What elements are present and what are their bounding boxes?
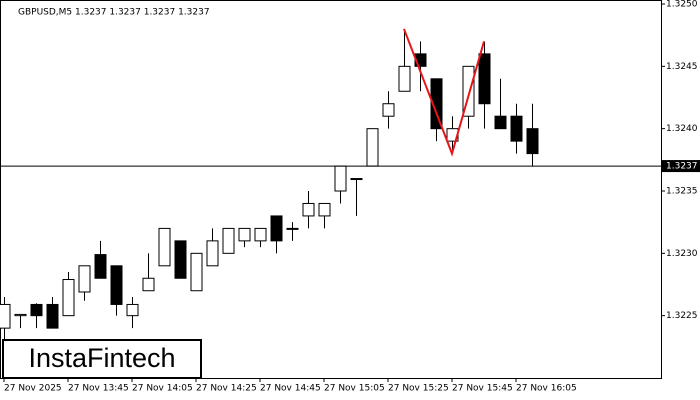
candle-body	[238, 227, 251, 242]
candle-body	[478, 53, 491, 105]
x-tick-label: 27 Nov 13:45	[68, 384, 129, 394]
price-label: 1.3237	[666, 162, 698, 172]
pattern-line	[403, 28, 485, 157]
y-tick-label: 1.3235	[666, 187, 698, 197]
plot-frame	[0, 0, 662, 379]
candle-body	[430, 78, 443, 130]
candle-body	[142, 277, 155, 292]
candle-body	[270, 215, 283, 242]
candle-body	[302, 202, 315, 217]
candle-body	[62, 279, 75, 317]
candle-body	[158, 227, 171, 267]
candle-body	[382, 103, 395, 117]
y-tick-label: 1.3250	[666, 0, 698, 10]
candle-body	[94, 254, 107, 279]
x-tick-label: 27 Nov 14:05	[132, 384, 193, 394]
candle-body	[398, 65, 411, 92]
candle-body	[318, 202, 331, 217]
candle-body	[78, 265, 91, 293]
candle-body	[334, 165, 347, 192]
candle-body	[126, 303, 139, 317]
price-label-box	[662, 160, 700, 173]
candle-body	[366, 128, 379, 167]
candle-body	[206, 240, 219, 267]
x-tick-label: 27 Nov 15:45	[452, 384, 513, 394]
candle-body	[510, 115, 523, 142]
candle-body	[222, 227, 235, 254]
candle-body	[526, 128, 539, 155]
x-tick-label: 27 Nov 14:25	[196, 384, 257, 394]
chart-title: GBPUSD,M5 1.3237 1.3237 1.3237 1.3237	[18, 8, 210, 18]
candle-body	[350, 178, 363, 181]
y-tick-label: 1.3230	[666, 249, 698, 259]
candle-body	[14, 313, 27, 317]
candle-body	[254, 227, 267, 242]
x-tick-label: 27 Nov 15:25	[388, 384, 449, 394]
y-tick-label: 1.3245	[666, 62, 698, 72]
x-tick-label: 27 Nov 15:05	[324, 384, 385, 394]
logo: InstaFintech	[28, 343, 175, 373]
candle-body	[110, 265, 123, 305]
candle-body	[0, 303, 11, 329]
y-tick-label: 1.3225	[666, 311, 698, 321]
candle-body	[190, 252, 203, 292]
x-tick-label: 27 Nov 16:05	[516, 384, 577, 394]
candle-body	[286, 227, 299, 230]
x-tick-label: 27 Nov 2025	[4, 384, 62, 394]
y-tick-label: 1.3240	[666, 124, 698, 134]
candle-body	[46, 303, 59, 329]
x-tick-label: 27 Nov 14:45	[260, 384, 321, 394]
logo-box	[2, 339, 202, 379]
candle-body	[174, 240, 187, 279]
candle-body	[30, 303, 43, 317]
candle-body	[494, 115, 507, 130]
candle-body	[462, 65, 475, 117]
